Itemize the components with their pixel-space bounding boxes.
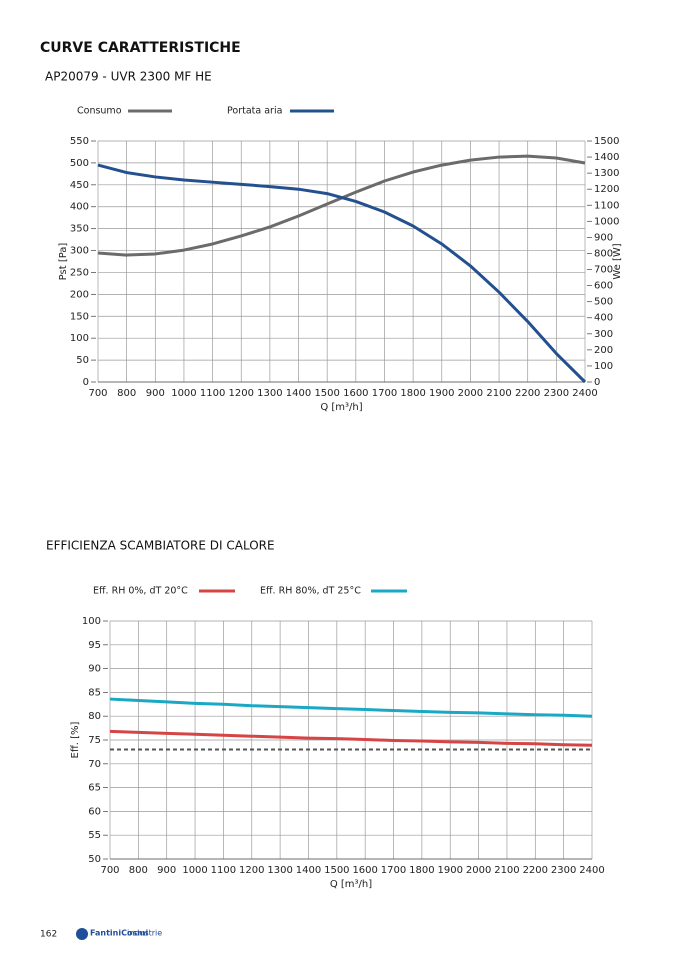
x-tick-label: 2000 [458,388,483,399]
x-tick-label: 2200 [523,865,548,876]
y2-tick-label: 1300 [594,168,619,179]
x-axis-label: Q [m³/h] [330,879,372,890]
y-tick-label: 500 [70,158,89,169]
series-line [109,697,593,718]
logo-text: FantiniCosmi [90,929,149,938]
x-tick-label: 1600 [352,865,377,876]
y-tick-label: 85 [88,687,101,698]
y-tick-label: 60 [88,806,101,817]
x-tick-label: 2100 [494,865,519,876]
x-tick-label: 1500 [314,388,339,399]
x-tick-label: 1900 [438,865,463,876]
x-tick-label: 2000 [466,865,491,876]
y-tick-label: 400 [70,202,89,213]
x-tick-label: 1600 [343,388,368,399]
y-tick-label: 95 [88,640,101,651]
legend-label: Consumo [77,106,122,117]
x-tick-label: 2400 [579,865,604,876]
y-axis-label: Pst [Pa] [58,243,69,281]
x-tick-label: 1800 [409,865,434,876]
x-tick-label: 800 [129,865,148,876]
x-tick-label: 1200 [229,388,254,399]
y2-tick-label: 500 [594,297,613,308]
x-tick-label: 1400 [296,865,321,876]
x-tick-label: 1300 [257,388,282,399]
legend-label: Eff. RH 80%, dT 25°C [260,586,361,597]
x-tick-label: 700 [100,865,119,876]
y2-tick-label: 300 [594,329,613,340]
y2-tick-label: 100 [594,361,613,372]
x-tick-label: 1000 [171,388,196,399]
y2-tick-label: 0 [594,377,600,388]
x-tick-label: 700 [88,388,107,399]
x-axis-label: Q [m³/h] [320,402,362,413]
y-tick-label: 450 [70,180,89,191]
legend-label: Portata aria [227,106,282,117]
y-tick-label: 200 [70,289,89,300]
x-tick-label: 2300 [551,865,576,876]
y-tick-label: 75 [88,735,101,746]
y-tick-label: 65 [88,783,101,794]
series-line [109,729,593,747]
x-tick-label: 2100 [486,388,511,399]
y-tick-label: 90 [88,664,101,675]
y2-axis-label: We [W] [612,243,623,279]
y2-tick-label: 1200 [594,184,619,195]
y2-tick-label: 1100 [594,200,619,211]
y-tick-label: 55 [88,830,101,841]
y-tick-label: 50 [88,854,101,865]
y-tick-label: 550 [70,136,89,147]
y2-tick-label: 600 [594,281,613,292]
y-tick-label: 300 [70,246,89,257]
x-tick-label: 1300 [267,865,292,876]
y-tick-label: 80 [88,711,101,722]
x-tick-label: 1000 [182,865,207,876]
y-tick-label: 250 [70,267,89,278]
x-tick-label: 1900 [429,388,454,399]
x-tick-label: 1700 [381,865,406,876]
x-tick-label: 1400 [286,388,311,399]
x-tick-label: 900 [146,388,165,399]
y2-tick-label: 800 [594,248,613,259]
y2-tick-label: 400 [594,313,613,324]
y-tick-label: 0 [83,377,89,388]
x-tick-label: 1500 [324,865,349,876]
series-line [97,163,587,384]
legend-label: Eff. RH 0%, dT 20°C [93,586,188,597]
y2-tick-label: 200 [594,345,613,356]
logo-suffix: industrie [127,929,162,938]
y-axis-label: Eff. [%] [70,721,81,758]
x-tick-label: 900 [157,865,176,876]
x-tick-label: 1100 [211,865,236,876]
chart-title: AP20079 - UVR 2300 MF HE [45,70,212,84]
y-tick-label: 350 [70,224,89,235]
page-title: CURVE CARATTERISTICHE [40,40,241,56]
y2-tick-label: 1400 [594,152,619,163]
logo-icon [76,928,88,940]
y2-tick-label: 700 [594,265,613,276]
y-tick-label: 100 [70,333,89,344]
x-tick-label: 1100 [200,388,225,399]
x-tick-label: 1700 [372,388,397,399]
y-tick-label: 150 [70,311,89,322]
x-tick-label: 2400 [572,388,597,399]
y2-tick-label: 900 [594,232,613,243]
x-tick-label: 800 [117,388,136,399]
y-tick-label: 50 [76,355,89,366]
x-tick-label: 2300 [544,388,569,399]
x-tick-label: 1800 [400,388,425,399]
y2-tick-label: 1000 [594,216,619,227]
y-tick-label: 70 [88,759,101,770]
page-number: 162 [40,930,57,940]
x-tick-label: 1200 [239,865,264,876]
series-line [97,154,586,257]
x-tick-label: 2200 [515,388,540,399]
y-tick-label: 100 [82,616,101,627]
chart-title: EFFICIENZA SCAMBIATORE DI CALORE [46,539,275,553]
y2-tick-label: 1500 [594,136,619,147]
